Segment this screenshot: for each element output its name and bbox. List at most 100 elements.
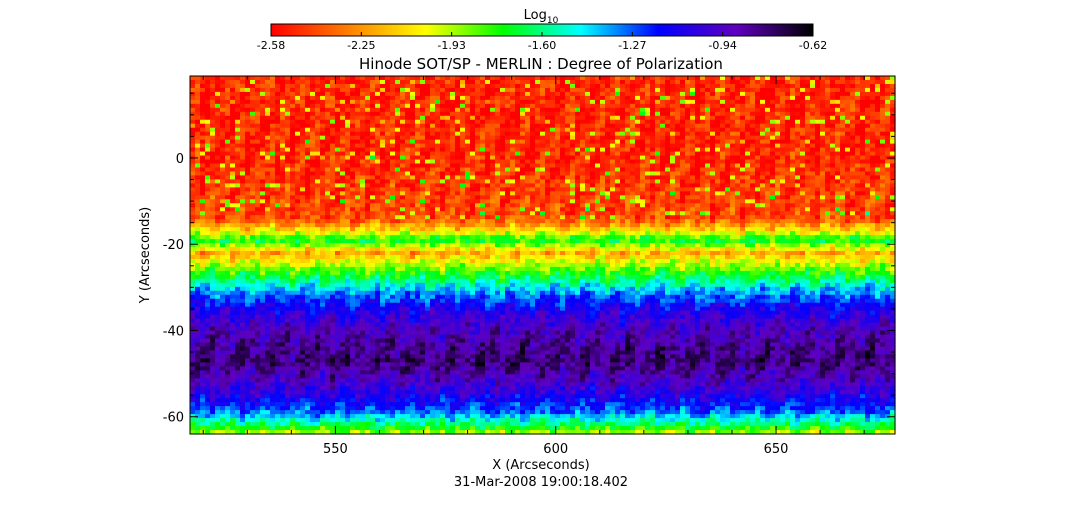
heatmap-cell (230, 175, 236, 180)
heatmap-cell (590, 88, 596, 93)
heatmap-cell (320, 108, 326, 113)
heatmap-cell (490, 160, 496, 165)
heatmap-cell (720, 179, 726, 184)
heatmap-cell (765, 108, 771, 113)
heatmap-cell (710, 160, 716, 165)
heatmap-cell (485, 203, 491, 208)
heatmap-cell (355, 120, 361, 125)
heatmap-cell (835, 144, 841, 149)
heatmap-cell (550, 211, 556, 216)
heatmap-cell (320, 76, 326, 81)
heatmap-cell (640, 152, 646, 157)
heatmap-cell (380, 124, 386, 129)
heatmap-cell (250, 80, 256, 85)
heatmap-cell (660, 175, 666, 180)
heatmap-cell (645, 92, 651, 97)
heatmap-cell (525, 179, 531, 184)
heatmap-cell (385, 179, 391, 184)
heatmap-cell (430, 140, 436, 145)
heatmap-cell (205, 112, 211, 117)
heatmap-cell (710, 104, 716, 109)
heatmap-cell (360, 100, 366, 105)
heatmap-cell (195, 84, 201, 89)
heatmap-cell (875, 116, 881, 121)
heatmap-cell (750, 120, 756, 125)
heatmap-cell (755, 136, 761, 141)
heatmap-cell (655, 191, 661, 196)
heatmap-cell (430, 132, 436, 137)
heatmap-cell (550, 132, 556, 137)
heatmap-cell (370, 160, 376, 165)
heatmap-cell (540, 164, 546, 169)
heatmap-cell (250, 144, 256, 149)
heatmap-cell (340, 144, 346, 149)
heatmap-cell (435, 179, 441, 184)
heatmap-cell (330, 199, 336, 204)
heatmap-cell (240, 171, 246, 176)
heatmap-cell (325, 211, 331, 216)
heatmap-cell (580, 136, 586, 141)
heatmap-cell (440, 211, 446, 216)
heatmap-cell (505, 96, 511, 101)
heatmap-cell (835, 167, 841, 172)
heatmap-cell (880, 120, 886, 125)
heatmap-cell (620, 179, 626, 184)
heatmap-cell (220, 132, 226, 137)
heatmap-cell (455, 100, 461, 105)
heatmap-cell (870, 195, 876, 200)
heatmap-cell (635, 167, 641, 172)
heatmap-cell (870, 76, 876, 81)
heatmap-cell (230, 183, 236, 188)
heatmap-cell (480, 144, 486, 149)
heatmap-cell (455, 183, 461, 188)
heatmap-cell (195, 171, 201, 176)
heatmap-cell (575, 80, 581, 85)
heatmap-cell (580, 187, 586, 192)
heatmap-cell (865, 191, 871, 196)
heatmap-cell (315, 167, 321, 172)
heatmap-cell (405, 128, 411, 133)
heatmap-cell (330, 148, 336, 153)
heatmap-cell (815, 207, 821, 212)
heatmap-cell (420, 116, 426, 121)
heatmap-cell (685, 92, 691, 97)
heatmap-cell (550, 96, 556, 101)
heatmap-cell (410, 116, 416, 121)
heatmap-cell (580, 100, 586, 105)
heatmap-cell (515, 120, 521, 125)
heatmap-cell (320, 156, 326, 161)
heatmap-cell (585, 211, 591, 216)
heatmap-cell (650, 112, 656, 117)
heatmap-cell (515, 112, 521, 117)
heatmap-cell (835, 120, 841, 125)
heatmap-cell (775, 88, 781, 93)
heatmap-cell (785, 156, 791, 161)
heatmap-cell (825, 100, 831, 105)
heatmap-cell (365, 215, 371, 220)
heatmap-cell (590, 211, 596, 216)
heatmap-cell (780, 179, 786, 184)
heatmap-cell (285, 108, 291, 113)
heatmap-cell (295, 203, 301, 208)
heatmap-cell (490, 207, 496, 212)
heatmap-cell (655, 132, 661, 137)
heatmap-cell (770, 84, 776, 89)
heatmap-cell (290, 211, 296, 216)
heatmap-cell (695, 207, 701, 212)
heatmap-cell (830, 160, 836, 165)
heatmap-cell (535, 156, 541, 161)
heatmap-cell (845, 104, 851, 109)
heatmap-cell (285, 144, 291, 149)
heatmap-cell (625, 112, 631, 117)
heatmap-cell (435, 203, 441, 208)
heatmap-cell (780, 175, 786, 180)
heatmap-cell (525, 96, 531, 101)
heatmap-cell (670, 187, 676, 192)
heatmap-cell (255, 108, 261, 113)
heatmap-cell (535, 211, 541, 216)
heatmap-cell (505, 84, 511, 89)
heatmap-cell (760, 120, 766, 125)
heatmap-cell (835, 211, 841, 216)
heatmap-cell (430, 187, 436, 192)
heatmap-cell (420, 187, 426, 192)
